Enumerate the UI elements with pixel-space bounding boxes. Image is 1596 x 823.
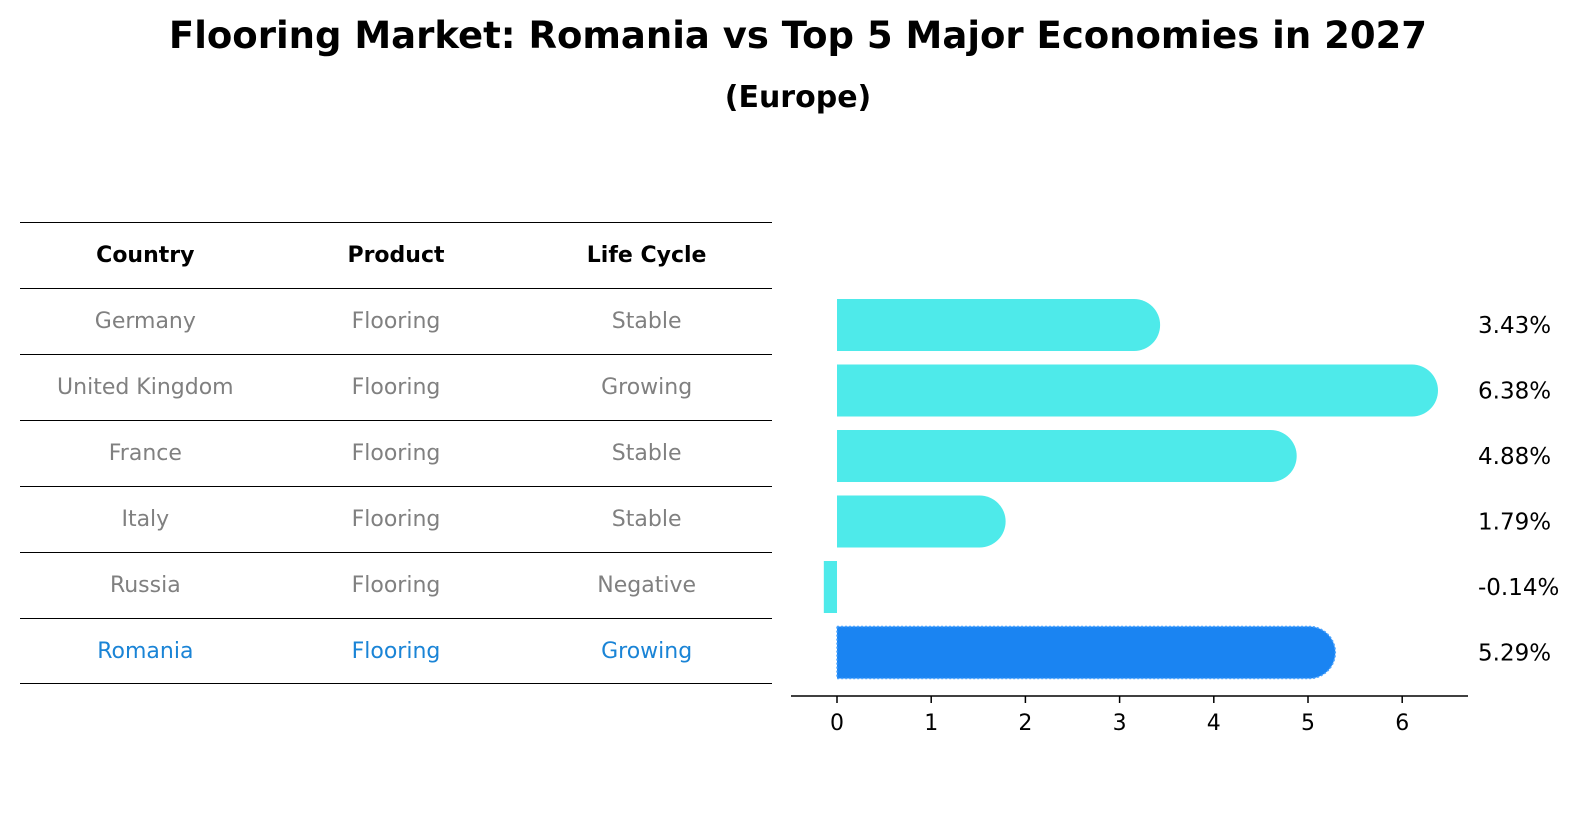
life-cycle-cell: Stable: [611, 309, 682, 334]
data-label: 3.43%: [1478, 313, 1551, 339]
product-cell: Flooring: [351, 309, 441, 334]
bar: [837, 299, 1161, 351]
life-cycle-cell: Negative: [597, 573, 696, 598]
life-cycle-cell: Growing: [601, 638, 693, 664]
country-cell: France: [108, 441, 182, 466]
bar: [823, 561, 837, 613]
table-row: United Kingdom Flooring Growing: [20, 354, 772, 420]
x-tick-label: 1: [924, 711, 938, 736]
header-country: Country: [96, 243, 195, 268]
x-tick-label: 0: [830, 711, 844, 736]
x-tick-label: 4: [1207, 711, 1221, 736]
table-row: Russia Flooring Negative: [20, 552, 772, 618]
country-cell: Russia: [109, 573, 181, 598]
table-row-highlight: Romania Flooring Growing: [20, 618, 772, 684]
market-table: Country Product Life Cycle Germany Floor…: [20, 222, 772, 684]
x-tick-label: 5: [1301, 711, 1315, 736]
product-cell: Flooring: [351, 638, 441, 664]
country-cell: United Kingdom: [57, 375, 234, 400]
life-cycle-cell: Stable: [611, 441, 682, 466]
product-cell: Flooring: [351, 507, 441, 532]
product-cell: Flooring: [351, 441, 441, 466]
data-label: 1.79%: [1478, 510, 1551, 536]
product-cell: Flooring: [351, 375, 441, 400]
country-cell: Italy: [121, 507, 170, 532]
table-row: Italy Flooring Stable: [20, 486, 772, 552]
life-cycle-cell: Growing: [601, 375, 693, 400]
life-cycle-cell: Stable: [611, 507, 682, 532]
bar: [837, 495, 1006, 548]
country-cell: Romania: [97, 638, 194, 664]
data-label: 6.38%: [1478, 379, 1551, 405]
header-product: Product: [347, 243, 445, 268]
table-row: Germany Flooring Stable: [20, 288, 772, 354]
bar: [836, 625, 1337, 680]
table-row: France Flooring Stable: [20, 420, 772, 486]
product-cell: Flooring: [351, 573, 441, 598]
x-tick-label: 3: [1113, 711, 1127, 736]
x-tick-label: 2: [1018, 711, 1032, 736]
bar: [837, 364, 1438, 417]
chart-subtitle: (Europe): [724, 80, 872, 115]
data-label: -0.14%: [1478, 575, 1559, 601]
data-label: 4.88%: [1478, 444, 1551, 470]
country-cell: Germany: [94, 309, 196, 334]
data-label: 5.29%: [1478, 641, 1551, 667]
chart-title: Flooring Market: Romania vs Top 5 Major …: [168, 14, 1428, 57]
header-life-cycle: Life Cycle: [586, 243, 707, 268]
x-tick-label: 6: [1395, 711, 1409, 736]
table-header-row: Country Product Life Cycle: [20, 222, 772, 288]
bar: [837, 430, 1297, 482]
